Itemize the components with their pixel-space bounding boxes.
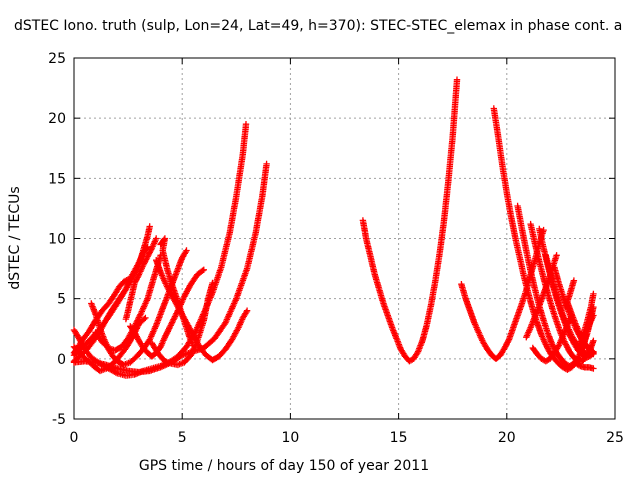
data-point-markers [575,290,597,353]
chart-title: dSTEC Iono. truth (sulp, Lon=24, Lat=49,… [14,18,622,34]
series [572,360,597,372]
series [575,290,597,353]
data-point-markers [148,279,216,369]
data-points [70,76,597,379]
data-point-markers [359,76,461,365]
y-axis-label: dSTEC / TECUs [7,186,23,289]
data-point-markers [122,235,160,323]
x-axis-label: GPS time / hours of day 150 of year 2011 [139,458,429,474]
x-tick-label: 10 [281,430,299,446]
series [562,277,578,311]
series [529,312,575,365]
series [359,76,461,365]
series [148,279,216,369]
series [70,223,153,359]
x-tick-label: 15 [390,430,408,446]
x-tick-label: 0 [70,430,79,446]
data-point-markers [523,252,560,341]
data-point-markers [542,252,597,358]
y-tick-label: 5 [57,292,66,308]
series [523,252,560,341]
y-tick-label: 0 [57,352,66,368]
data-point-markers [157,235,197,349]
y-tick-label: -5 [52,412,66,428]
x-tick-label: 25 [606,430,624,446]
y-tick-label: 20 [48,111,66,127]
series [542,252,597,358]
series [122,235,160,323]
x-tick-label: 20 [498,430,516,446]
data-point-markers [529,312,575,365]
y-tick-label: 10 [48,232,66,248]
y-tick-label: 15 [48,171,66,187]
series [157,235,197,349]
data-point-markers [70,223,153,359]
data-point-markers [572,360,597,372]
data-point-markers [562,277,578,311]
y-tick-label: 25 [48,51,66,67]
x-tick-label: 5 [178,430,187,446]
series [70,314,149,375]
data-point-markers [70,314,149,375]
